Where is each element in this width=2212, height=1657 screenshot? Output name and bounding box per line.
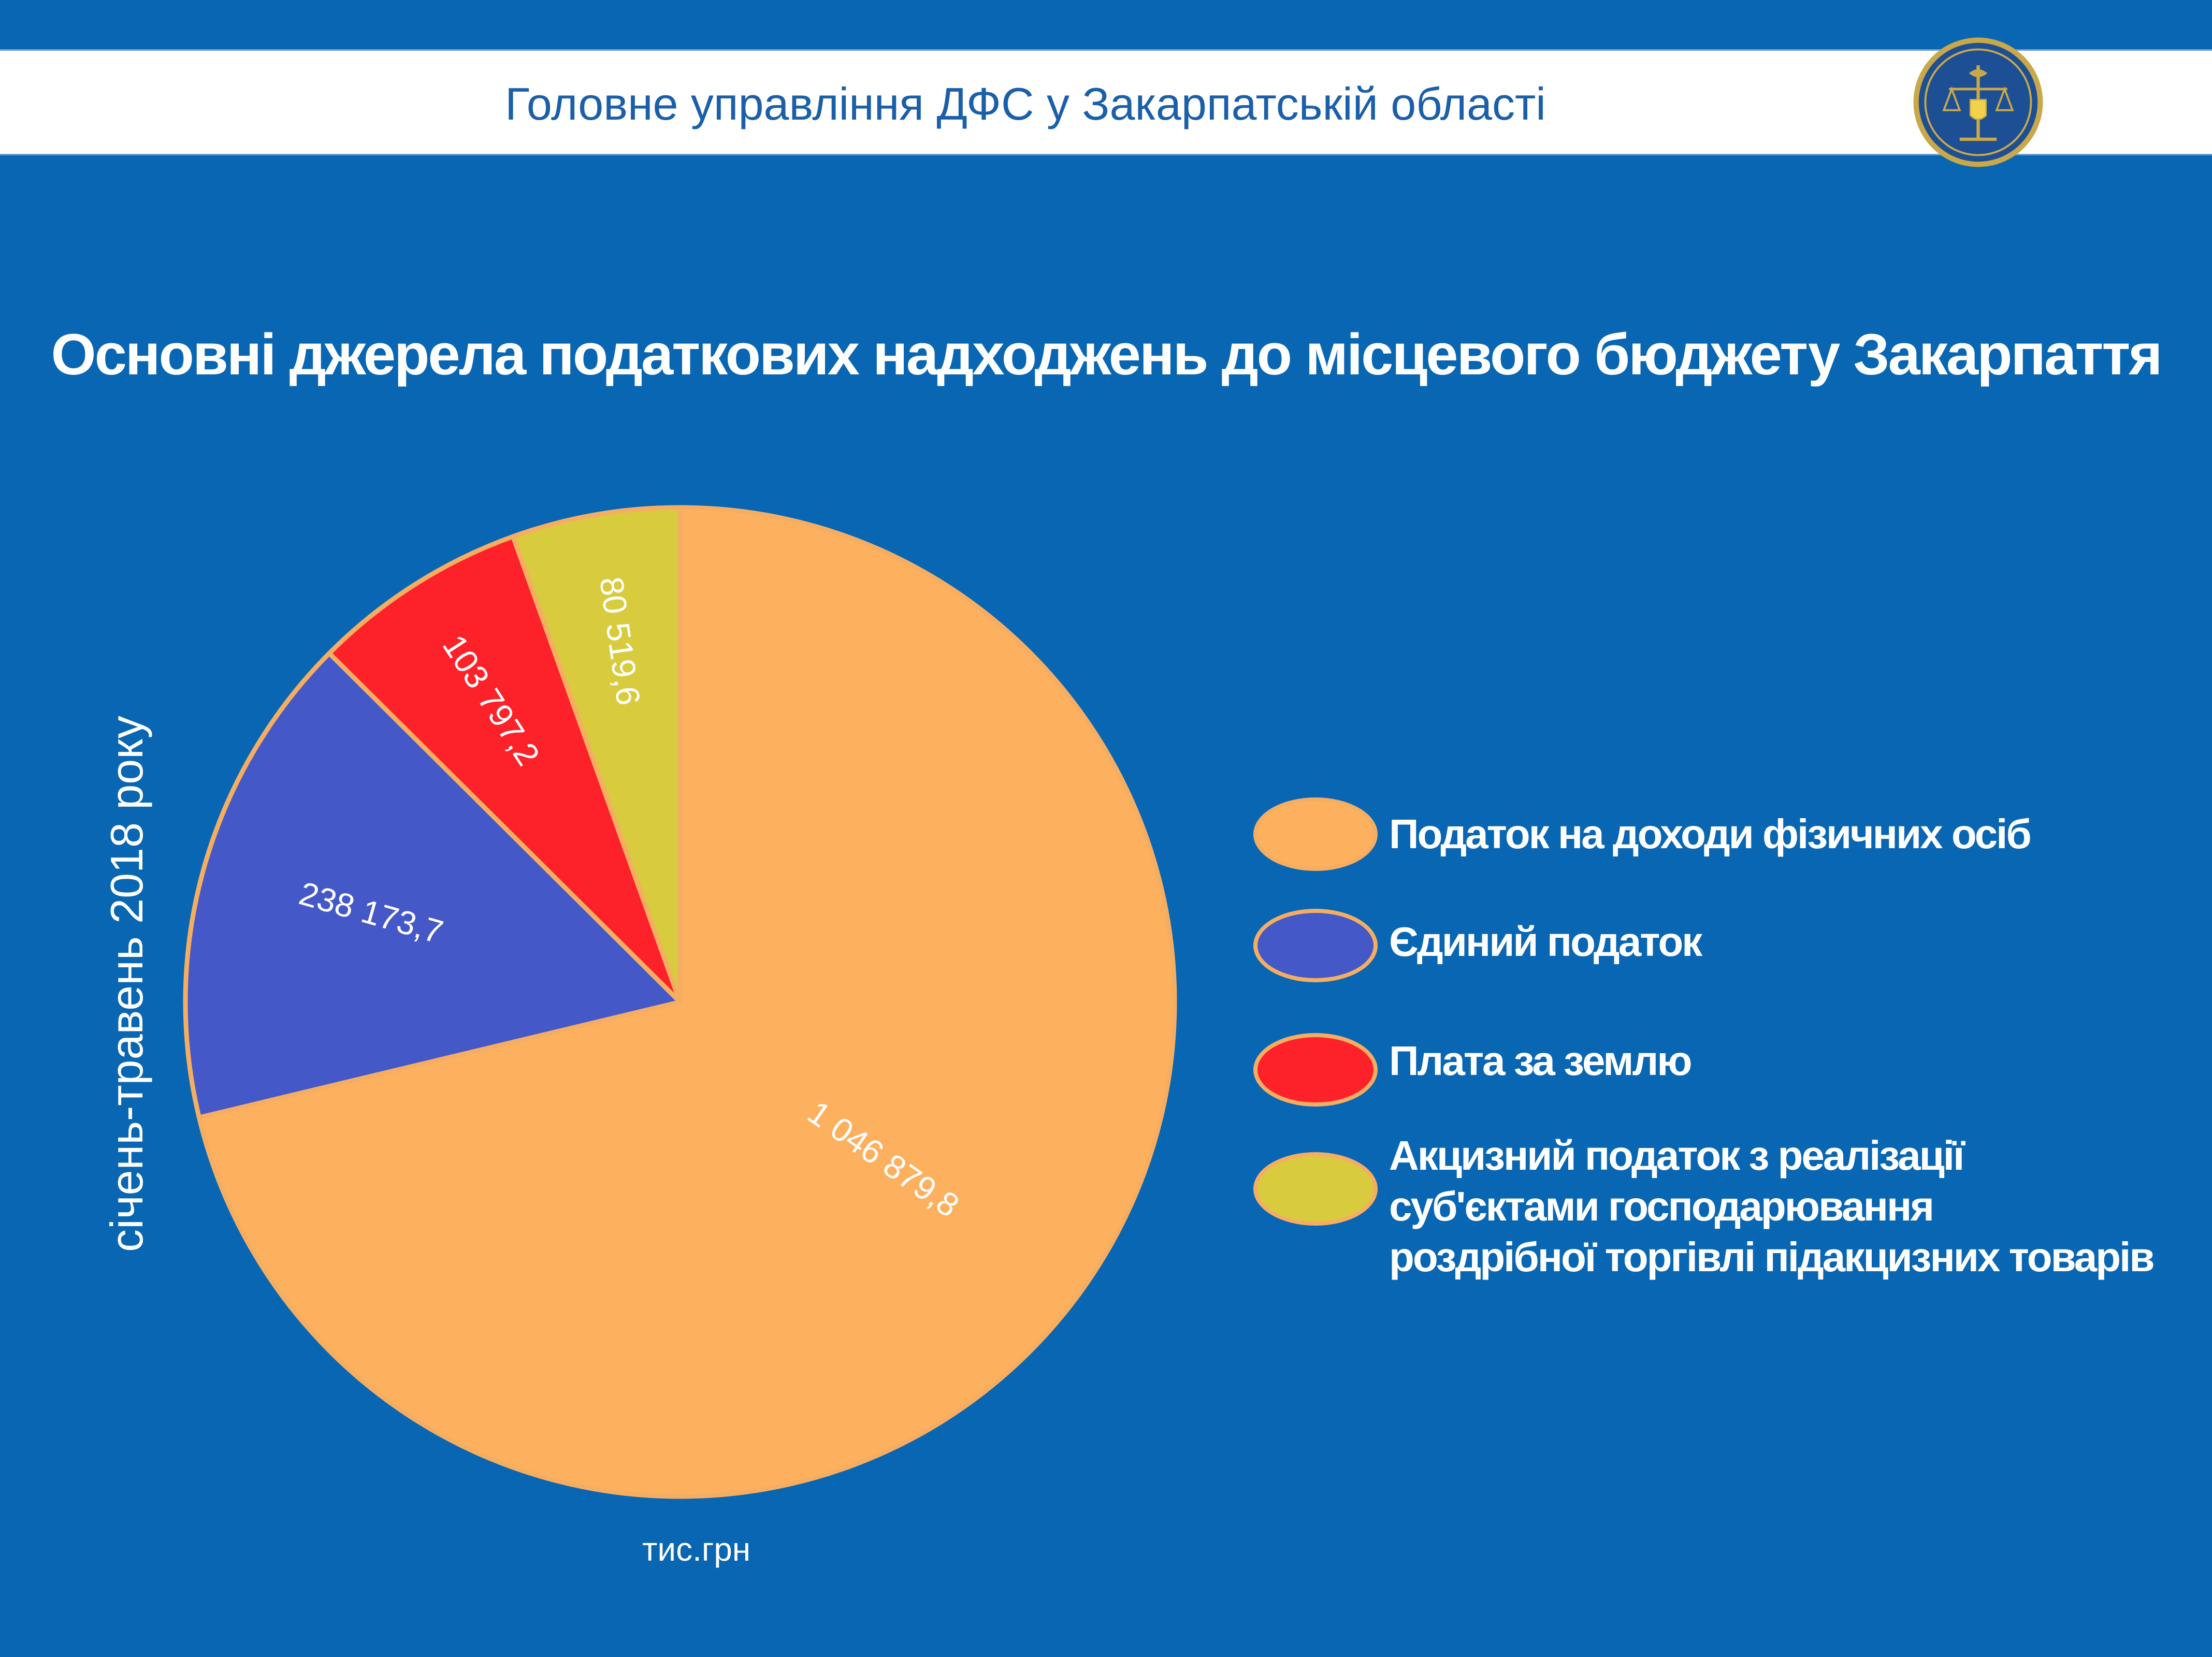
legend-label-pit: Податок на доходи фізичних осіб xyxy=(1389,811,2032,857)
legend-label-single-tax: Єдиний податок xyxy=(1389,919,1702,965)
legend-swatch-land-fee xyxy=(1253,1033,1378,1107)
chart-title: Основні джерела податкових надходжень до… xyxy=(51,322,2162,387)
header-bar: Головне управління ДФС у Закарпатській о… xyxy=(0,49,2212,155)
legend-swatch-excise xyxy=(1253,1152,1378,1226)
pie-slice-excise xyxy=(511,505,683,1005)
pie-slice-pit xyxy=(196,505,1177,1499)
pie-slice-land-fee xyxy=(327,534,683,1005)
pie-slice-single-tax xyxy=(183,651,683,1120)
legend-swatch-pit xyxy=(1253,797,1378,871)
header-title: Головне управління ДФС у Закарпатській о… xyxy=(505,78,1546,129)
legend-label-land-fee: Плата за землю xyxy=(1389,1038,1693,1084)
dfs-emblem-icon xyxy=(1913,37,2043,167)
legend-label-excise: Акцизний податок з реалізації суб'єктами… xyxy=(1389,1132,2155,1280)
legend-swatch-single-tax xyxy=(1253,909,1378,982)
unit-label: тис.грн xyxy=(642,1531,751,1568)
